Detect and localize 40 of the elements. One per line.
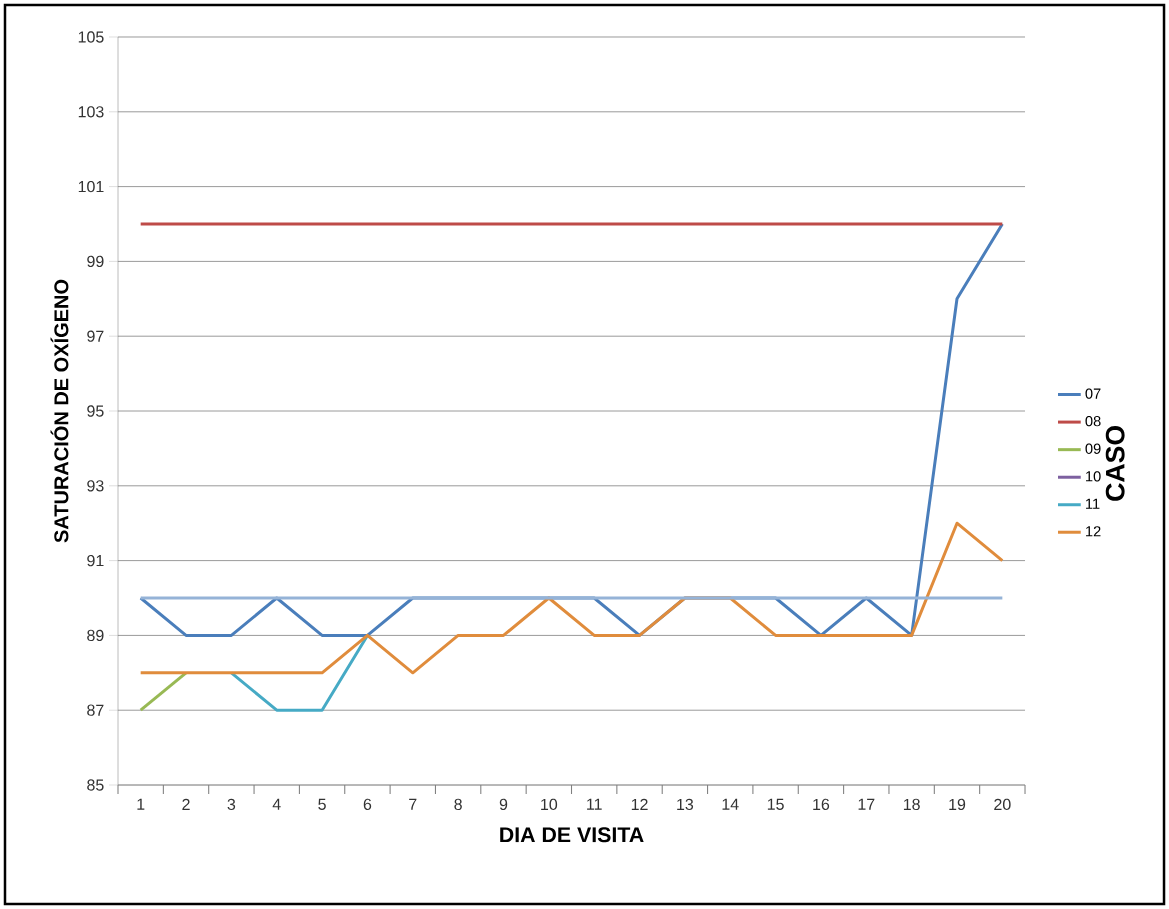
- x-tick-label: 1: [137, 798, 145, 810]
- x-tick-label: 17: [858, 798, 875, 810]
- x-tick-label: 6: [363, 798, 372, 811]
- legend-label: 08: [1085, 415, 1101, 427]
- legend-label: 11: [1086, 498, 1100, 509]
- y-axis-title: SATURACIÓN DE OXÍGENO: [50, 279, 69, 543]
- y-tick-label: 87: [87, 704, 104, 716]
- x-tick-label: 7: [409, 798, 417, 810]
- x-tick-label: 19: [949, 798, 966, 811]
- x-tick-label: 12: [631, 798, 648, 810]
- x-tick-label: 15: [767, 798, 784, 810]
- x-tick-label: 9: [499, 798, 508, 811]
- x-tick-label: 20: [994, 798, 1011, 811]
- x-tick-label: 8: [454, 798, 462, 811]
- legend-label: 09: [1085, 443, 1101, 454]
- x-tick-label: 11: [587, 798, 602, 810]
- y-tick-label: 101: [78, 180, 104, 193]
- y-tick-label: 91: [87, 554, 104, 567]
- x-tick-label: 14: [722, 798, 739, 810]
- x-tick-label: 10: [541, 798, 558, 811]
- legend-label: 07: [1085, 388, 1101, 399]
- x-axis-title: DIA DE VISITA: [500, 827, 644, 843]
- x-tick-label: 5: [318, 798, 326, 810]
- y-tick-label: 97: [87, 330, 104, 342]
- x-tick-label: 4: [272, 798, 281, 810]
- x-tick-label: 3: [227, 798, 236, 811]
- y-tick-label: 99: [87, 255, 104, 268]
- legend-label: 10: [1086, 471, 1101, 482]
- x-tick-label: 16: [813, 798, 830, 811]
- legend-title: CASO: [1105, 425, 1125, 501]
- x-tick-label: 2: [182, 798, 190, 810]
- y-tick-label: 85: [87, 779, 104, 791]
- x-tick-label: 18: [903, 798, 920, 811]
- y-tick-label: 105: [78, 31, 104, 43]
- x-tick-label: 13: [677, 798, 694, 811]
- y-tick-label: 95: [87, 405, 104, 417]
- legend-label: 12: [1086, 526, 1101, 537]
- y-tick-label: 103: [78, 106, 104, 118]
- y-tick-label: 93: [87, 480, 104, 492]
- y-tick-label: 89: [87, 629, 104, 642]
